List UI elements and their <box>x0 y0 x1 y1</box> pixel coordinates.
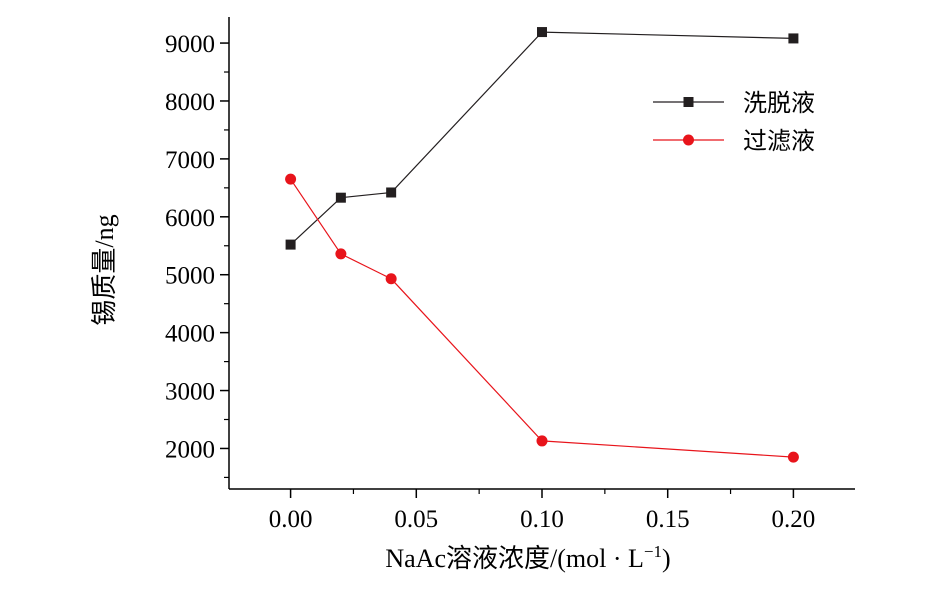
data-point <box>536 435 548 447</box>
x-tick-label: 0.20 <box>772 506 816 533</box>
data-point <box>788 33 799 44</box>
x-tick-label: 0.05 <box>394 506 438 533</box>
data-point <box>385 273 397 285</box>
data-point <box>285 239 296 250</box>
x-tick-label: 0.15 <box>646 506 690 533</box>
x-axis-title: NaAc溶液浓度/(mol · L−1) <box>385 542 670 573</box>
data-point <box>285 173 297 185</box>
data-point <box>537 27 547 38</box>
x-axis-title-main: NaAc溶液浓度/(mol · L <box>385 544 644 573</box>
series-line-2 <box>290 178 794 458</box>
y-tick-label: 5000 <box>165 263 215 290</box>
data-point <box>787 451 799 463</box>
x-axis-title-close: ) <box>662 544 671 573</box>
y-tick-label: 6000 <box>165 205 215 232</box>
y-tick-label: 2000 <box>165 436 215 463</box>
data-point <box>335 248 347 260</box>
series-lines <box>290 31 794 458</box>
y-axis-title: 锡质量/ng <box>90 214 119 325</box>
x-ticks: 0.00 0.05 0.10 0.15 0.20 <box>269 489 816 533</box>
axes <box>228 17 855 490</box>
x-tick-label: 0.10 <box>520 506 564 533</box>
y-tick-label: 9000 <box>165 31 215 58</box>
legend-label: 洗脱液 <box>743 89 815 117</box>
y-ticks: 2000 3000 4000 5000 6000 7000 8000 9000 <box>165 31 229 479</box>
x-tick-label: 0.00 <box>269 506 313 533</box>
y-tick-label: 3000 <box>165 379 215 406</box>
y-tick-label: 7000 <box>165 147 215 174</box>
y-tick-label: 8000 <box>165 89 215 116</box>
legend-marker <box>683 134 694 146</box>
series-markers <box>285 27 799 463</box>
series-line-1 <box>290 31 794 246</box>
data-point <box>386 187 397 198</box>
y-tick-label: 4000 <box>165 321 215 348</box>
data-point <box>335 192 346 203</box>
legend-marker <box>683 97 694 107</box>
x-axis-title-sup: −1 <box>644 542 662 561</box>
legend-label: 过滤液 <box>743 127 815 155</box>
